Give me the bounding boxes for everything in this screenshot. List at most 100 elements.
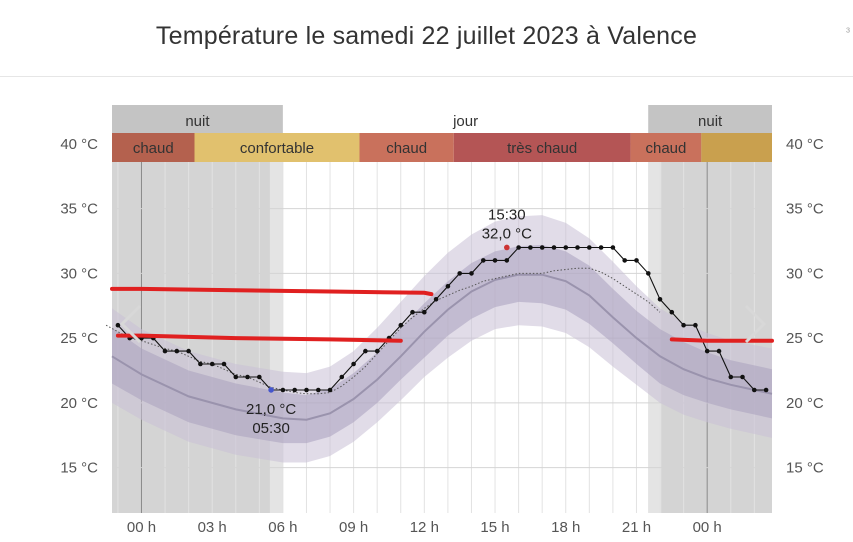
edge-glyph: ³: [846, 25, 850, 39]
y-tick-label-left: 20 °C: [60, 395, 98, 412]
observed-point: [363, 348, 368, 354]
normal-line: [111, 273, 773, 421]
observed-point: [162, 348, 168, 354]
observed-point: [634, 258, 639, 263]
x-tick-label: 03 h: [198, 519, 227, 536]
right-marker: [669, 337, 774, 343]
observed-point: [528, 245, 533, 250]
observed-point: [422, 309, 427, 315]
observed-point: [728, 374, 734, 380]
observed-point: [693, 322, 698, 328]
previous-dotted-line: [105, 267, 661, 395]
daynight-label-2: nuit: [698, 113, 723, 130]
x-tick-label: 21 h: [622, 519, 651, 536]
title-divider: [0, 76, 853, 77]
day-night-row: nuit jour nuit: [112, 105, 772, 133]
comfort-label-4: chaud: [645, 140, 686, 157]
observed-point: [681, 322, 686, 328]
comfort-band-0: [112, 133, 195, 162]
observed-point: [245, 374, 250, 380]
max-point: [504, 244, 510, 251]
observed-point: [610, 245, 616, 250]
prev-arrow-icon[interactable]: [119, 304, 142, 344]
min-point: [268, 387, 274, 393]
page-title: Température le samedi 22 juillet 2023 à …: [155, 22, 698, 50]
comfort-band-5: [701, 133, 772, 162]
y-tick-label-left: 35 °C: [60, 201, 98, 218]
observed-point: [492, 258, 498, 263]
y-tick-label-left: 15 °C: [60, 460, 98, 477]
x-tick-label: 12 h: [410, 519, 439, 536]
observed-point: [304, 387, 309, 393]
observed-point: [657, 297, 663, 302]
daynight-cell-0: [112, 105, 283, 133]
y-tick-label-right: 30 °C: [786, 265, 824, 282]
min-label-line2: 05:30: [252, 420, 290, 437]
y-tick-label-right: 25 °C: [786, 330, 824, 347]
normal-range-bands: [112, 215, 772, 463]
x-tick-label: 18 h: [551, 519, 580, 536]
y-tick-label-left: 25 °C: [60, 330, 98, 347]
observed-point: [374, 348, 380, 354]
series-lines: [105, 246, 773, 421]
y-tick-label-right: 35 °C: [786, 201, 824, 218]
x-tick-label: 15 h: [480, 519, 509, 536]
observed-point: [198, 361, 203, 367]
observed-point: [457, 271, 463, 276]
observed-point: [115, 322, 121, 328]
observed-point: [351, 361, 356, 367]
observed-point: [587, 245, 592, 250]
observed-point: [257, 374, 262, 380]
comfort-label-3: très chaud: [507, 140, 577, 157]
observed-point: [752, 387, 757, 393]
observed-point: [316, 387, 321, 393]
observed-line: [117, 246, 767, 391]
comfort-label-1: confortable: [240, 140, 314, 157]
observed-point: [433, 297, 439, 302]
observed-point: [445, 284, 451, 289]
comfort-band-3: [453, 133, 631, 162]
observed-point: [292, 387, 298, 393]
x-tick-label: 00 h: [127, 519, 156, 536]
daynight-label-1: jour: [452, 113, 478, 130]
daynight-label-0: nuit: [185, 113, 210, 130]
max-label-line1: 15:30: [488, 206, 526, 223]
observed-point: [598, 245, 604, 250]
axis-labels: 15 °C 15 °C 20 °C 20 °C 25 °C 25 °C 30 °C 30 °C…: [60, 136, 824, 536]
y-tick-label-right: 40 °C: [786, 136, 824, 153]
observed-point: [233, 374, 239, 380]
navigation-arrows[interactable]: [119, 304, 767, 344]
observed-point: [740, 374, 745, 380]
observed-point: [669, 309, 675, 315]
observed-point: [539, 245, 545, 250]
observed-point: [327, 387, 333, 393]
observed-point: [469, 271, 474, 276]
observed-point: [398, 322, 404, 328]
upper-marker: [110, 286, 434, 297]
comfort-band-1: [194, 133, 360, 162]
comfort-label-2: chaud: [386, 140, 427, 157]
observed-point: [575, 245, 580, 250]
comfort-band-4: [630, 133, 702, 162]
observed-point: [410, 309, 415, 315]
next-arrow-icon[interactable]: [744, 304, 767, 344]
observed-point: [504, 258, 510, 263]
min-label-line1: 21,0 °C: [246, 401, 296, 418]
observed-point: [280, 387, 286, 393]
observed-point: [763, 387, 769, 393]
observed-point: [551, 245, 557, 250]
observed-point: [186, 348, 191, 354]
observed-point: [716, 348, 722, 354]
observed-point: [516, 245, 521, 250]
daynight-cell-2: [648, 105, 772, 133]
y-tick-label-right: 15 °C: [786, 460, 824, 477]
observed-point: [704, 348, 710, 354]
x-tick-label: 00 h: [693, 519, 722, 536]
max-label-line2: 32,0 °C: [482, 225, 532, 242]
observed-point: [646, 271, 651, 276]
x-tick-label: 06 h: [268, 519, 297, 536]
observed-point: [481, 258, 486, 263]
observed-point: [221, 361, 227, 367]
observed-point: [174, 348, 180, 354]
y-tick-label-left: 30 °C: [60, 265, 98, 282]
